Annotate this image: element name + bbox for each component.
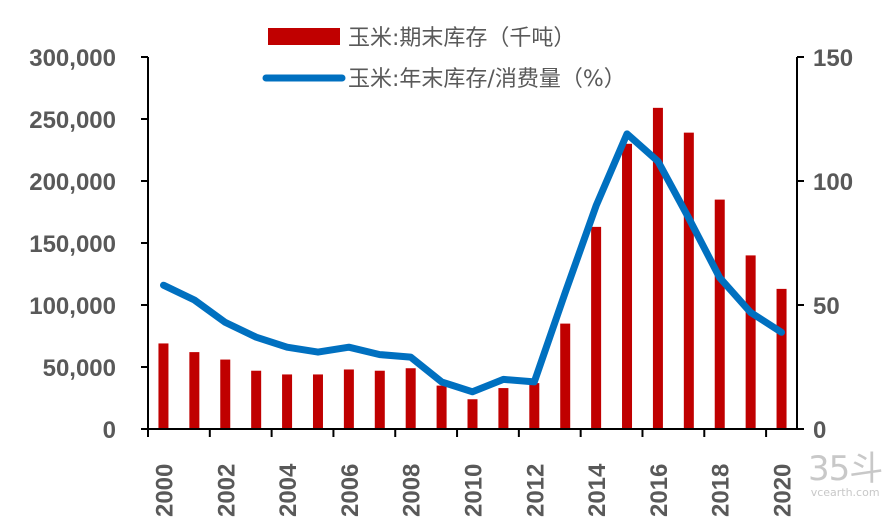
watermark: 35斗 vcearth.com bbox=[808, 449, 883, 499]
y-right-tick-label: 150 bbox=[813, 45, 853, 72]
y-left-tick-label: 200,000 bbox=[29, 169, 116, 196]
watermark-logo: 35斗 bbox=[808, 449, 883, 489]
bar bbox=[652, 107, 663, 429]
bar bbox=[529, 383, 540, 429]
bar bbox=[405, 368, 416, 429]
bar bbox=[343, 369, 354, 429]
legend-bar-label: 玉米:期末库存（千吨） bbox=[348, 26, 575, 51]
bar bbox=[158, 343, 169, 429]
bar-series bbox=[158, 107, 787, 430]
bar bbox=[220, 359, 231, 429]
x-tick-label: 2004 bbox=[275, 463, 302, 517]
x-tick-label: 2002 bbox=[213, 464, 240, 517]
axes: 0 50,000 100,000 150,000 200,000 250,000 300,0… bbox=[29, 45, 853, 517]
y-left-tick-label: 50,000 bbox=[43, 355, 116, 382]
x-tick-label: 2014 bbox=[584, 463, 611, 517]
watermark-url: vcearth.com bbox=[810, 486, 880, 499]
x-tick-label: 2008 bbox=[399, 464, 426, 517]
x-tick-label: 2010 bbox=[461, 464, 488, 517]
legend: 玉米:期末库存（千吨） 玉米:年末库存/消费量（%） bbox=[262, 26, 626, 92]
bar bbox=[745, 255, 756, 429]
y-left-tick-label: 300,000 bbox=[29, 45, 116, 72]
bar bbox=[374, 370, 385, 429]
x-tick-label: 2006 bbox=[337, 464, 364, 517]
y-left-tick-label: 150,000 bbox=[29, 231, 116, 258]
bar bbox=[467, 399, 478, 429]
y-left-tick-label: 0 bbox=[103, 417, 116, 444]
bar bbox=[776, 288, 787, 429]
bar bbox=[282, 374, 293, 429]
y-right-tick-label: 50 bbox=[813, 293, 840, 320]
bar bbox=[436, 385, 447, 429]
bar bbox=[591, 226, 602, 429]
x-tick-label: 2016 bbox=[646, 464, 673, 517]
line-path bbox=[160, 130, 785, 396]
bar bbox=[498, 388, 509, 429]
y-right-tick-label: 0 bbox=[813, 417, 826, 444]
bar bbox=[622, 143, 633, 430]
bar bbox=[251, 370, 262, 429]
legend-bar-swatch bbox=[268, 28, 340, 45]
x-tick-label: 2012 bbox=[522, 464, 549, 517]
bar bbox=[560, 323, 571, 429]
bar bbox=[189, 352, 200, 429]
y-left-tick-label: 250,000 bbox=[29, 107, 116, 134]
bar bbox=[714, 199, 725, 429]
line-series bbox=[160, 130, 785, 396]
x-tick-label: 2020 bbox=[770, 464, 797, 517]
x-tick-label: 2000 bbox=[151, 464, 178, 517]
y-right-tick-label: 100 bbox=[813, 169, 853, 196]
x-tick-label: 2018 bbox=[708, 464, 735, 517]
bar bbox=[312, 374, 323, 429]
legend-line-label: 玉米:年末库存/消费量（%） bbox=[348, 67, 626, 92]
bar bbox=[683, 132, 694, 429]
y-left-tick-label: 100,000 bbox=[29, 293, 116, 320]
